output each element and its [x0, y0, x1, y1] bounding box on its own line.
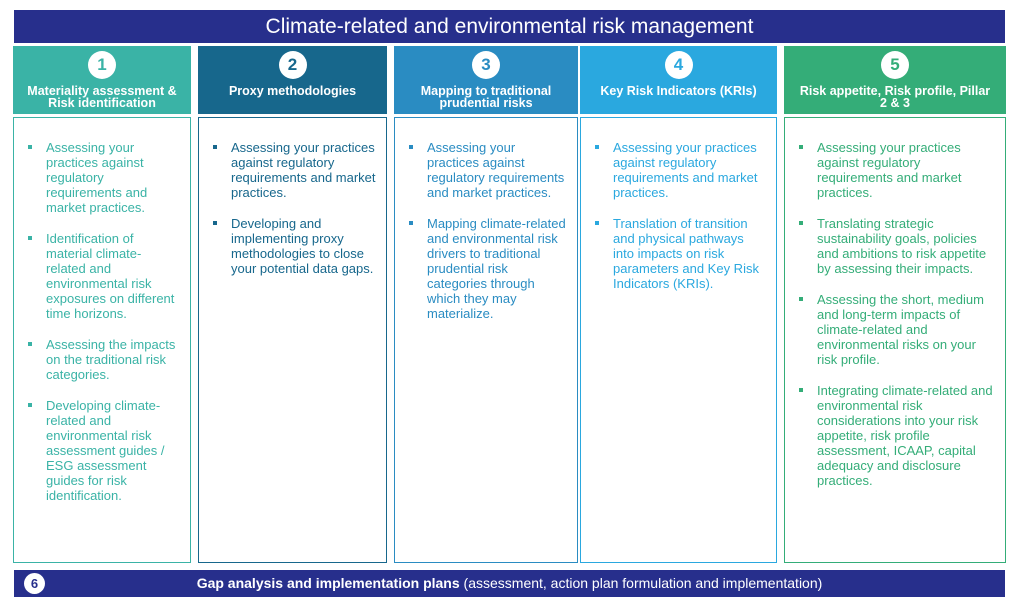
column-header: 4 Key Risk Indicators (KRIs)	[580, 46, 777, 114]
column-body: Assessing your practices against regulat…	[580, 117, 777, 563]
bullet-item: Translating strategic sustainability goa…	[799, 216, 995, 276]
bullet-list: Assessing your practices against regulat…	[28, 140, 180, 503]
bullet-item: Assessing your practices against regulat…	[799, 140, 995, 200]
column-heading: Risk appetite, Risk profile, Pillar 2 & …	[799, 84, 991, 110]
step-number: 5	[881, 51, 909, 79]
bullet-item: Assessing your practices against regulat…	[28, 140, 180, 215]
step-number: 3	[472, 51, 500, 79]
bullet-item: Assessing the short, medium and long-ter…	[799, 292, 995, 367]
column-heading: Materiality assessment & Risk identifica…	[27, 84, 177, 110]
column-header: 2 Proxy methodologies	[198, 46, 387, 114]
bullet-item: Developing and implementing proxy method…	[213, 216, 376, 276]
bullet-list: Assessing your practices against regulat…	[799, 140, 995, 488]
step-number: 2	[278, 51, 307, 79]
bullet-list: Assessing your practices against regulat…	[213, 140, 376, 276]
footer-text: Gap analysis and implementation plans (a…	[14, 570, 1005, 597]
bullet-list: Assessing your practices against regulat…	[595, 140, 766, 291]
bullet-item: Assessing your practices against regulat…	[409, 140, 567, 200]
footer-number: 6	[24, 573, 45, 594]
bullet-item: Integrating climate-related and environm…	[799, 383, 995, 488]
column-header: 5 Risk appetite, Risk profile, Pillar 2 &…	[784, 46, 1006, 114]
bullet-item: Assessing your practices against regulat…	[595, 140, 766, 200]
bullet-item: Developing climate-related and environme…	[28, 398, 180, 503]
bullet-list: Assessing your practices against regulat…	[409, 140, 567, 321]
footer-bold: Gap analysis and implementation plans	[196, 575, 460, 591]
column-body: Assessing your practices against regulat…	[394, 117, 578, 563]
bullet-item: Assessing your practices against regulat…	[213, 140, 376, 200]
footer: 6 Gap analysis and implementation plans …	[14, 570, 1005, 597]
bullet-item: Assessing the impacts on the traditional…	[28, 337, 180, 382]
column-header: 3 Mapping to traditional prudential risks	[394, 46, 578, 114]
step-number: 1	[88, 51, 116, 79]
bullet-item: Translation of transition and physical p…	[595, 216, 766, 291]
step-number: 4	[664, 51, 693, 79]
bullet-item: Identification of material climate-relat…	[28, 231, 180, 321]
column-heading: Mapping to traditional prudential risks	[420, 84, 552, 110]
bullet-item: Mapping climate-related and environmenta…	[409, 216, 567, 321]
column-heading: Key Risk Indicators (KRIs)	[600, 84, 757, 98]
footer-rest: (assessment, action plan formulation and…	[463, 575, 823, 591]
column-body: Assessing your practices against regulat…	[198, 117, 387, 563]
title: Climate-related and environmental risk m…	[14, 10, 1005, 43]
column-body: Assessing your practices against regulat…	[784, 117, 1006, 563]
column-header: 1 Materiality assessment & Risk identific…	[13, 46, 191, 114]
column-heading: Proxy methodologies	[228, 84, 357, 98]
column-body: Assessing your practices against regulat…	[13, 117, 191, 563]
